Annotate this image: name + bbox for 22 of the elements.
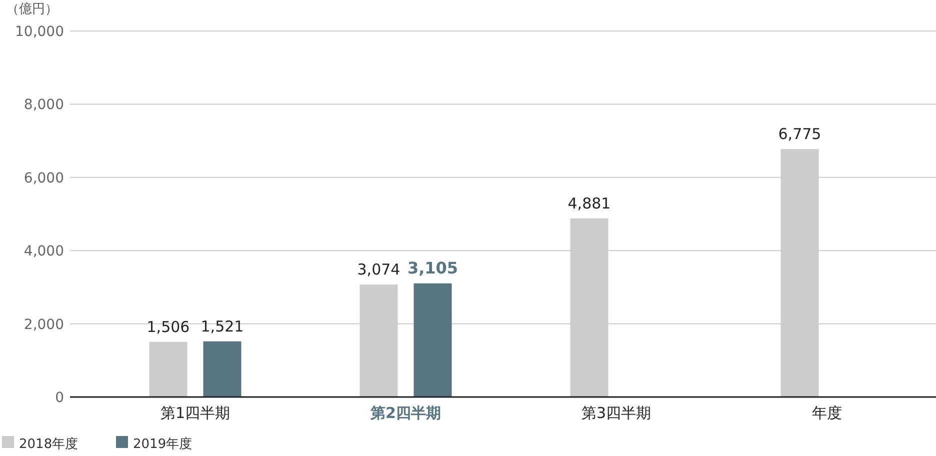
bar bbox=[149, 342, 188, 397]
y-tick-label: 6,000 bbox=[24, 170, 64, 186]
y-tick-label: 8,000 bbox=[24, 97, 64, 114]
x-tick-label: 年度 bbox=[812, 404, 842, 422]
data-label: 4,881 bbox=[568, 194, 611, 212]
y-tick-label: 2,000 bbox=[24, 316, 64, 333]
bar bbox=[203, 341, 242, 397]
x-tick-label: 第1四半期 bbox=[160, 404, 230, 422]
y-tick-label: 0 bbox=[55, 390, 64, 406]
bar bbox=[414, 283, 452, 397]
data-label: 3,105 bbox=[407, 258, 458, 278]
x-tick-label: 第2四半期 bbox=[370, 404, 441, 422]
legend-label: 2018年度 bbox=[19, 436, 78, 452]
y-axis-title: （億円） bbox=[6, 2, 58, 17]
legend-label: 2019年度 bbox=[133, 436, 192, 452]
x-tick-label: 第3四半期 bbox=[581, 404, 652, 422]
data-label: 1,506 bbox=[146, 318, 190, 336]
y-tick-label: 4,000 bbox=[24, 244, 64, 260]
data-label: 1,521 bbox=[200, 317, 244, 336]
y-tick-label: 10,000 bbox=[15, 24, 64, 40]
data-label: 3,074 bbox=[357, 260, 400, 278]
data-label: 6,775 bbox=[778, 125, 822, 144]
